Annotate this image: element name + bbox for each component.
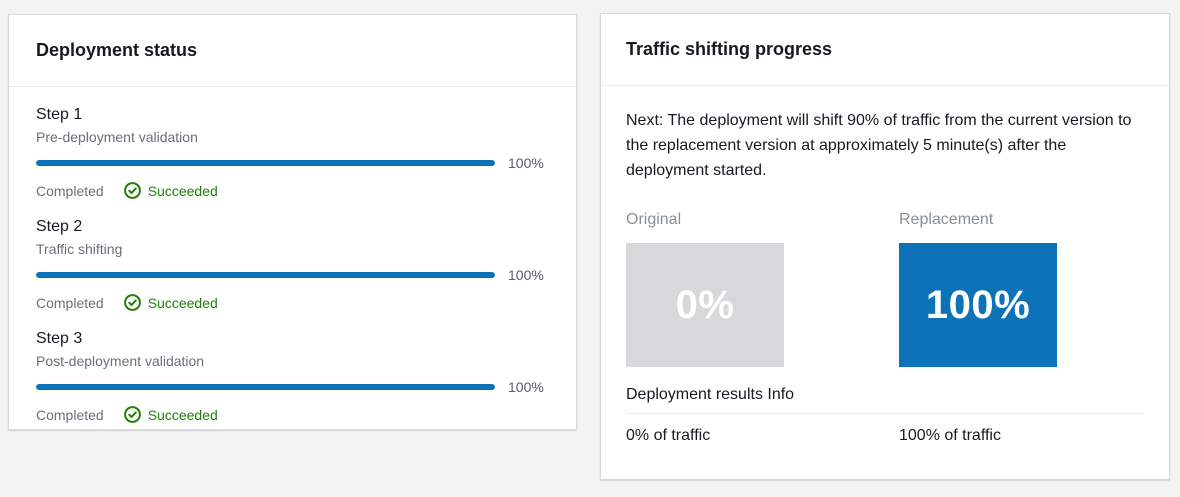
deployment-status-title: Deployment status [36, 40, 198, 60]
step-name: Step 2 [36, 218, 83, 235]
step-completed-label: Completed [36, 406, 104, 423]
deployment-results-label: Deployment results [626, 386, 768, 403]
original-label: Original [626, 211, 682, 228]
progress-percent-label: 100% [508, 267, 544, 283]
traffic-shifting-card: Traffic shifting progress Next: The depl… [600, 13, 1170, 480]
step-completed-label: Completed [36, 182, 104, 199]
replacement-percent-box: 100% [899, 243, 1057, 367]
progress-percent-label: 100% [508, 155, 544, 171]
step-description: Post-deployment validation [36, 353, 205, 369]
step-description: Traffic shifting [36, 241, 123, 257]
step-completed-label: Completed [36, 294, 104, 311]
success-check-icon [123, 406, 141, 423]
deployment-status-card: Deployment status Step 1 Pre-deployment … [8, 14, 577, 430]
step-progress-row: 100% [36, 379, 548, 395]
original-percent-box: 0% [626, 243, 784, 367]
step-description: Pre-deployment validation [36, 129, 198, 145]
traffic-shifting-header: Traffic shifting progress [601, 14, 1169, 86]
progress-percent-label: 100% [508, 379, 544, 395]
version-columns: Original 0% Replacement 100% [626, 210, 1144, 367]
original-version-column: Original 0% [626, 210, 899, 367]
step-status-row: Completed Succeeded [36, 293, 548, 312]
progress-bar-fill [36, 160, 495, 166]
replacement-label: Replacement [899, 211, 994, 228]
results-divider [626, 413, 1144, 414]
success-check-icon [123, 182, 141, 199]
original-traffic-value: 0% of traffic [626, 427, 711, 444]
step-progress-row: 100% [36, 155, 548, 171]
deployment-step-2: Step 2 Traffic shifting 100% Completed S… [36, 217, 548, 312]
progress-bar-track [36, 272, 495, 278]
step-succeeded-label: Succeeded [147, 294, 218, 311]
info-link[interactable]: Info [767, 386, 795, 403]
deployment-status-header: Deployment status [9, 15, 576, 87]
progress-bar-fill [36, 272, 495, 278]
step-status-row: Completed Succeeded [36, 181, 548, 200]
step-succeeded-label: Succeeded [147, 406, 218, 423]
traffic-shifting-body: Next: The deployment will shift 90% of t… [601, 86, 1169, 445]
progress-bar-track [36, 160, 495, 166]
step-progress-row: 100% [36, 267, 548, 283]
deployment-results-row: Deployment results Info [626, 385, 1144, 404]
step-status-row: Completed Succeeded [36, 405, 548, 424]
traffic-values-row: 0% of traffic 100% of traffic [626, 426, 1144, 445]
next-shift-message: Next: The deployment will shift 90% of t… [626, 112, 1132, 179]
step-succeeded-label: Succeeded [147, 182, 218, 199]
traffic-shifting-title: Traffic shifting progress [626, 39, 833, 59]
progress-bar-track [36, 384, 495, 390]
replacement-traffic-value: 100% of traffic [899, 427, 1001, 444]
deployment-step-1: Step 1 Pre-deployment validation 100% Co… [36, 105, 548, 200]
replacement-version-column: Replacement 100% [899, 210, 1172, 367]
progress-bar-fill [36, 384, 495, 390]
deployment-steps-list: Step 1 Pre-deployment validation 100% Co… [9, 87, 576, 424]
success-check-icon [123, 294, 141, 311]
step-name: Step 3 [36, 330, 83, 347]
step-name: Step 1 [36, 106, 83, 123]
deployment-step-3: Step 3 Post-deployment validation 100% C… [36, 329, 548, 424]
